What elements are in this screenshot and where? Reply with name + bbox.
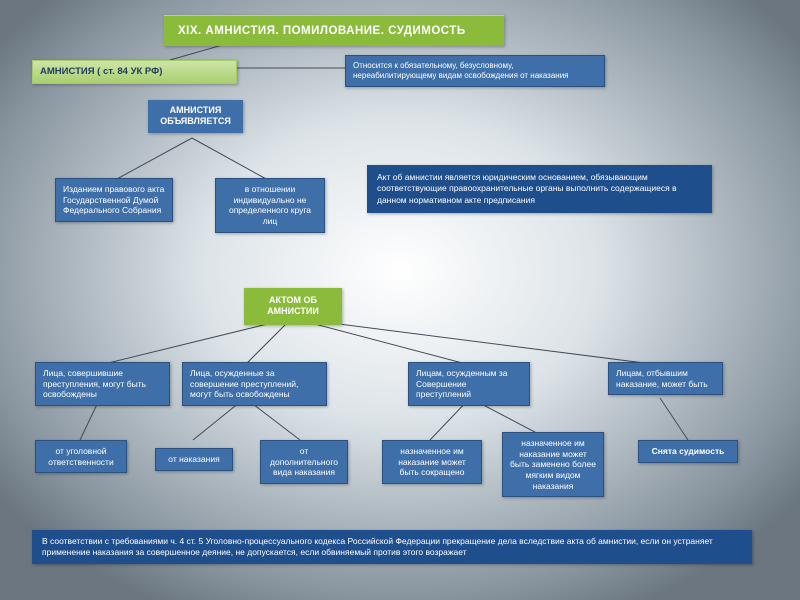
row2-expunged: Снята судимость [638,440,738,463]
row1-persons-sentenced: Лицам, осужденным за Совершение преступл… [408,362,530,406]
act-basis-note: Акт об амнистии является юридическим осн… [367,165,712,213]
act-header: АКТОМ ОБ АМНИСТИИ [244,288,342,325]
row1-persons-convicted: Лица, осужденные за совершение преступле… [182,362,327,406]
row1-persons-served: Лицам, отбывшим наказание, может быть [608,362,723,395]
chapter-title: XIX. АМНИСТИЯ. ПОМИЛОВАНИЕ. СУДИМОСТЬ [178,25,466,37]
row2-punishment: от наказания [155,448,233,471]
row2-additional-punishment: от дополнительного вида наказания [260,440,348,484]
declared-child-act: Изданием правового акта Государственной … [55,178,173,222]
amnesty-reference: АМНИСТИЯ ( ст. 84 УК РФ) [32,60,237,84]
row2-criminal-liability: от уголовной ответственности [35,440,127,473]
declared-child-persons: в отношении индивидуально не определенно… [215,178,325,233]
chapter-header: XIX. АМНИСТИЯ. ПОМИЛОВАНИЕ. СУДИМОСТЬ [164,15,504,46]
row2-reduced: назначенное им наказание может быть сокр… [382,440,482,484]
connector-lines [0,0,800,600]
amnesty-declared-header: АМНИСТИЯ ОБЪЯВЛЯЕТСЯ [148,100,243,133]
row1-persons-committed: Лица, совершившие преступления, могут бы… [35,362,170,406]
amnesty-description: Относится к обязательному, безусловному,… [345,55,605,87]
footer-note: В соответствии с требованиями ч. 4 ст. 5… [32,530,752,564]
row2-replaced: назначенное им наказание может быть заме… [502,432,604,497]
